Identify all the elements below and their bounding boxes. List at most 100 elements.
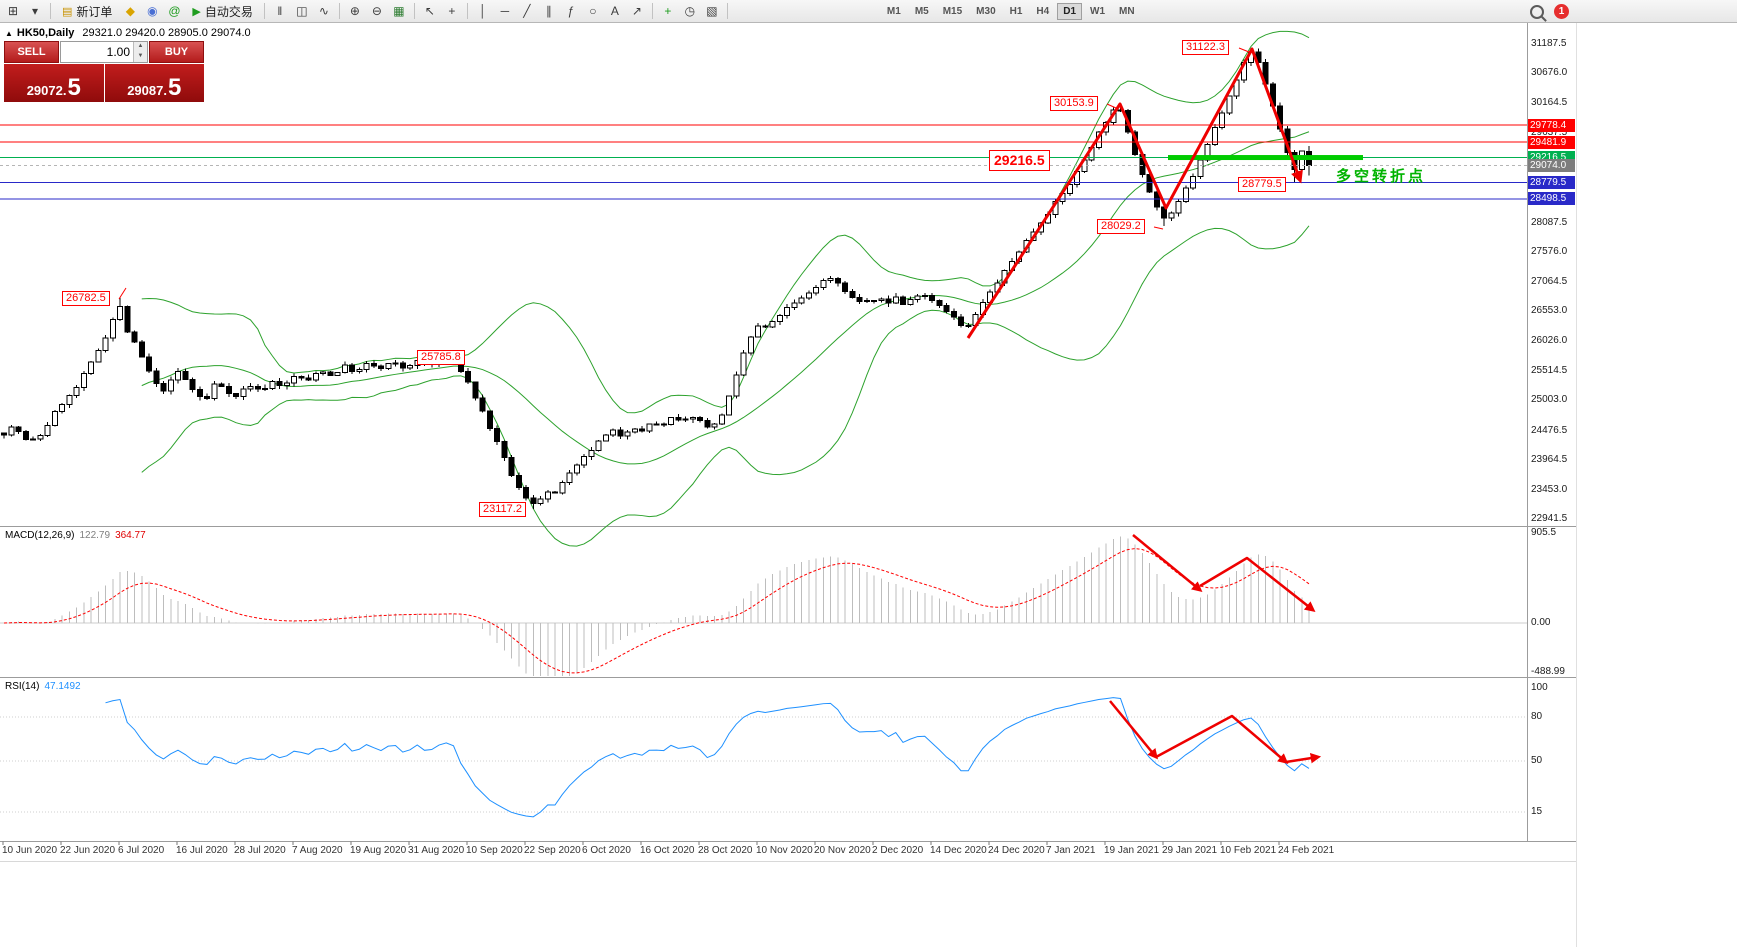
rsi-indicator-label: RSI(14) 47.1492	[5, 681, 81, 692]
rsi-value: 47.1492	[44, 681, 81, 692]
price-level-badge: 28779.5	[1528, 176, 1575, 190]
macd-panel[interactable]	[0, 527, 1527, 677]
volume-spinner[interactable]: 1.00 ▲ ▼	[60, 41, 148, 63]
collapse-panel-icon[interactable]: ▲	[5, 29, 13, 38]
toolbar-separator	[338, 3, 340, 19]
buy-price-main: 29087.	[127, 83, 167, 98]
time-axis-label: 7 Aug 2020	[292, 845, 343, 856]
price-axis-tick: 28087.5	[1531, 216, 1568, 228]
notification-badge[interactable]: 1	[1554, 4, 1569, 19]
vertical-line-icon[interactable]: │	[479, 4, 487, 18]
crosshair-icon[interactable]: +	[448, 4, 456, 18]
cursor-icon[interactable]: ↖	[424, 4, 435, 18]
timeframe-h1-button[interactable]: H1	[1009, 5, 1023, 17]
metaeditor-icon[interactable]: ◆	[125, 4, 136, 18]
toolbar: ⊞ ▾ ▤ 新订单 ◆ ◉ @ ▶ 自动交易 ‖ ◫ ∿ ⊕ ⊖ ▦ ↖ + │ ─ ╱ ∥ ƒ ○ A ↗ + ◷ ▧ M1 M5 M15…	[0, 0, 1737, 23]
price-level-badge: 29481.9	[1528, 135, 1575, 149]
buy-button[interactable]: BUY	[149, 41, 204, 63]
trend-annotation-text[interactable]: 多空转折点	[1336, 168, 1427, 185]
time-axis-label: 19 Aug 2020	[350, 845, 407, 856]
price-level-badge: 29074.0	[1528, 159, 1575, 173]
price-callout-label[interactable]: 28029.2	[1097, 219, 1145, 234]
rsi-panel[interactable]	[0, 678, 1527, 841]
macd-value-2: 364.77	[115, 530, 146, 541]
price-callout-label[interactable]: 31122.3	[1182, 40, 1229, 55]
time-axis-label: 22 Jun 2020	[60, 845, 116, 856]
price-axis-tick: 27576.0	[1531, 246, 1568, 258]
sell-price[interactable]: 29072. 5	[4, 64, 104, 102]
price-callout-label[interactable]: 29216.5	[989, 150, 1050, 171]
periods-icon[interactable]: ◷	[684, 4, 696, 18]
price-callout-label[interactable]: 25785.8	[417, 350, 465, 365]
text-label-icon[interactable]: A	[610, 4, 619, 18]
main-chart-panel[interactable]	[0, 23, 1527, 526]
new-order-button-icon: ▤	[62, 5, 73, 18]
search-icon[interactable]	[1530, 4, 1544, 19]
time-axis-label: 31 Aug 2020	[408, 845, 465, 856]
volume-value[interactable]: 1.00	[106, 45, 130, 59]
toolbar-separator	[651, 3, 653, 19]
time-axis-label: 16 Oct 2020	[640, 845, 695, 856]
templates-icon[interactable]: ▧	[706, 4, 718, 18]
new-order-button[interactable]: ▤ 新订单	[55, 2, 119, 21]
timeframe-m1-button[interactable]: M1	[886, 5, 901, 17]
indicators-icon[interactable]: +	[664, 4, 672, 18]
navigator-icon[interactable]: ◉	[147, 4, 158, 18]
timeframe-m5-button[interactable]: M5	[914, 5, 929, 17]
price-level-badge: 28498.5	[1528, 192, 1575, 206]
arrow-tool-icon[interactable]: ↗	[631, 4, 642, 18]
zoom-in-icon[interactable]: ⊕	[349, 4, 360, 18]
new-order-button-label: 新订单	[76, 4, 113, 19]
new-chart-icon[interactable]: ⊞	[7, 4, 19, 18]
time-axis-label: 24 Dec 2020	[988, 845, 1045, 856]
line-chart-icon[interactable]: ∿	[318, 4, 329, 18]
fibonacci-icon[interactable]: ƒ	[567, 4, 575, 18]
candlestick-chart-icon[interactable]: ◫	[296, 4, 308, 18]
time-axis-label: 10 Jun 2020	[2, 845, 58, 856]
timeframe-w1-button[interactable]: W1	[1090, 5, 1106, 17]
volume-down-button[interactable]: ▼	[134, 52, 147, 62]
rsi-axis-tick: 100	[1531, 682, 1548, 693]
toolbar-separator	[413, 3, 415, 19]
toolbar-separator	[726, 3, 728, 19]
community-icon[interactable]: @	[168, 4, 181, 18]
timeframe-d1-button[interactable]: D1	[1057, 2, 1083, 20]
channel-icon[interactable]: ∥	[545, 4, 552, 18]
autotrading-button-label: 自动交易	[204, 4, 253, 19]
price-level-badge: 29778.4	[1528, 118, 1575, 132]
buy-price-big-digit: 5	[167, 74, 182, 101]
timeframe-mn-button[interactable]: MN	[1119, 5, 1135, 17]
time-axis-label: 28 Oct 2020	[698, 845, 753, 856]
sell-button[interactable]: SELL	[4, 41, 59, 63]
time-axis-label: 6 Jul 2020	[118, 845, 165, 856]
ellipse-icon[interactable]: ○	[589, 4, 597, 18]
toolbar-right-group: 1	[1530, 4, 1569, 19]
timeframe-h4-button[interactable]: H4	[1036, 5, 1050, 17]
rsi-axis-tick: 50	[1531, 755, 1543, 766]
volume-up-button[interactable]: ▲	[134, 42, 147, 52]
trendline-icon[interactable]: ╱	[523, 4, 531, 18]
price-callout-label[interactable]: 23117.2	[479, 502, 526, 517]
chart-title: HK50,Daily	[16, 27, 75, 39]
time-axis-label: 10 Nov 2020	[756, 845, 813, 856]
tile-windows-icon[interactable]: ▦	[393, 4, 405, 18]
autotrading-button[interactable]: ▶ 自动交易	[185, 2, 259, 21]
time-axis-label: 6 Oct 2020	[582, 845, 631, 856]
timeframe-m30-button[interactable]: M30	[976, 5, 996, 17]
rsi-axis-tick: 80	[1531, 711, 1543, 723]
zoom-out-icon[interactable]: ⊖	[371, 4, 382, 18]
price-callout-label[interactable]: 30153.9	[1050, 96, 1098, 111]
bar-chart-icon[interactable]: ‖	[277, 4, 283, 18]
price-axis-tick: 23453.0	[1531, 483, 1568, 495]
timeframe-m15-button[interactable]: M15	[942, 5, 963, 17]
buy-price[interactable]: 29087. 5	[104, 64, 204, 102]
price-axis-tick: 26026.0	[1531, 335, 1568, 347]
macd-indicator-label: MACD(12,26,9) 122.79 364.77	[5, 530, 146, 541]
price-callout-label[interactable]: 26782.5	[62, 291, 110, 306]
profiles-dropdown-icon[interactable]: ▾	[31, 4, 39, 18]
price-callout-label[interactable]: 28779.5	[1238, 177, 1286, 192]
horizontal-line-icon[interactable]: ─	[500, 4, 510, 18]
time-axis-label: 10 Sep 2020	[466, 845, 523, 856]
